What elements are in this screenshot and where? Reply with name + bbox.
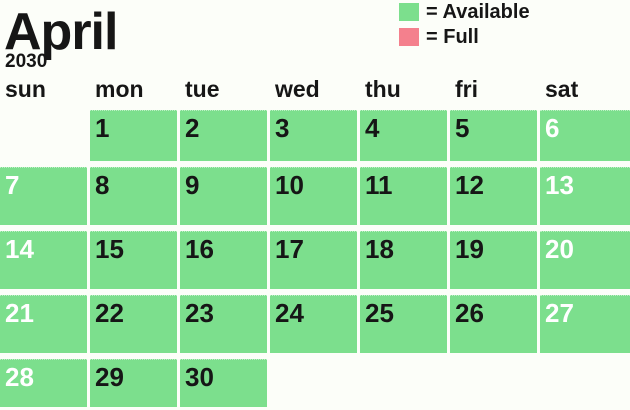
calendar-cell-empty xyxy=(450,359,537,407)
calendar-cell-24[interactable]: 24 xyxy=(270,295,357,353)
full-swatch-icon xyxy=(399,28,419,46)
calendar-cell-6[interactable]: 6 xyxy=(540,110,630,161)
weekday-header-row: sun mon tue wed thu fri sat xyxy=(0,78,630,101)
calendar-cell-13[interactable]: 13 xyxy=(540,167,630,225)
calendar-cell-1[interactable]: 1 xyxy=(90,110,177,161)
calendar-cell-11[interactable]: 11 xyxy=(360,167,447,225)
weekday-mon: mon xyxy=(95,76,144,102)
calendar-cell-empty xyxy=(540,359,630,407)
calendar-cell-10[interactable]: 10 xyxy=(270,167,357,225)
legend: = Available = Full xyxy=(399,1,530,48)
year-label: 2030 xyxy=(5,51,48,72)
legend-item-full: = Full xyxy=(399,26,530,48)
calendar-cell-22[interactable]: 22 xyxy=(90,295,177,353)
calendar-cell-12[interactable]: 12 xyxy=(450,167,537,225)
calendar-cell-empty xyxy=(360,359,447,407)
calendar-cell-21[interactable]: 21 xyxy=(0,295,87,353)
calendar-cell-5[interactable]: 5 xyxy=(450,110,537,161)
calendar-cell-empty xyxy=(0,110,87,161)
calendar-cell-28[interactable]: 28 xyxy=(0,359,87,407)
calendar-cell-3[interactable]: 3 xyxy=(270,110,357,161)
calendar-cell-9[interactable]: 9 xyxy=(180,167,267,225)
weekday-fri: fri xyxy=(455,76,478,102)
calendar-grid: 1 2 3 4 5 6 7 8 9 10 11 12 13 14 15 16 1… xyxy=(0,110,630,407)
month-title: April xyxy=(4,3,118,61)
weekday-thu: thu xyxy=(365,76,401,102)
calendar-cell-8[interactable]: 8 xyxy=(90,167,177,225)
calendar-cell-26[interactable]: 26 xyxy=(450,295,537,353)
calendar-cell-7[interactable]: 7 xyxy=(0,167,87,225)
calendar-cell-empty xyxy=(270,359,357,407)
calendar-cell-20[interactable]: 20 xyxy=(540,231,630,289)
calendar-cell-29[interactable]: 29 xyxy=(90,359,177,407)
calendar-cell-15[interactable]: 15 xyxy=(90,231,177,289)
calendar-cell-30[interactable]: 30 xyxy=(180,359,267,407)
calendar-cell-19[interactable]: 19 xyxy=(450,231,537,289)
weekday-tue: tue xyxy=(185,76,220,102)
calendar-cell-18[interactable]: 18 xyxy=(360,231,447,289)
calendar-cell-25[interactable]: 25 xyxy=(360,295,447,353)
calendar-cell-23[interactable]: 23 xyxy=(180,295,267,353)
calendar-cell-4[interactable]: 4 xyxy=(360,110,447,161)
calendar-cell-27[interactable]: 27 xyxy=(540,295,630,353)
weekday-wed: wed xyxy=(275,76,320,102)
calendar-cell-16[interactable]: 16 xyxy=(180,231,267,289)
available-swatch-icon xyxy=(399,3,419,21)
calendar-cell-14[interactable]: 14 xyxy=(0,231,87,289)
weekday-sun: sun xyxy=(5,76,46,102)
calendar-cell-2[interactable]: 2 xyxy=(180,110,267,161)
legend-item-available: = Available xyxy=(399,1,530,23)
legend-available-label: = Available xyxy=(426,1,530,23)
calendar-cell-17[interactable]: 17 xyxy=(270,231,357,289)
weekday-sat: sat xyxy=(545,76,579,102)
legend-full-label: = Full xyxy=(426,26,479,48)
